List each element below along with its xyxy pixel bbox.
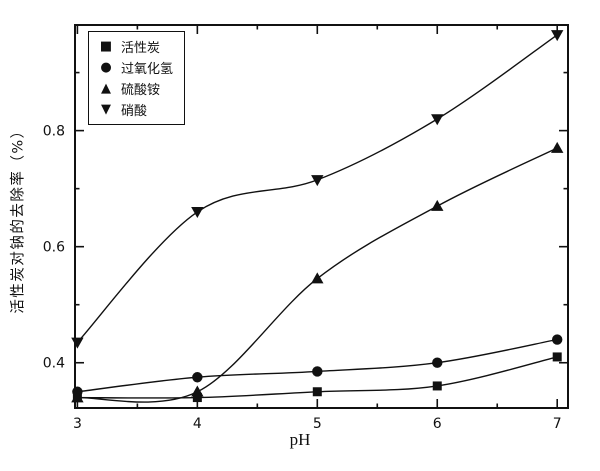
data-point-hydrogen-peroxide	[432, 357, 443, 368]
plot-frame	[74, 24, 569, 409]
data-point-activated-carbon	[192, 393, 202, 403]
data-point-hydrogen-peroxide	[312, 366, 323, 377]
circle-marker-icon: ●	[100, 60, 112, 75]
legend-item-nitric-acid: ▼ 硝酸	[98, 99, 173, 120]
data-point-ammonium-sulfate	[431, 199, 444, 211]
data-point-hydrogen-peroxide	[192, 372, 203, 383]
data-point-nitric-acid	[551, 30, 564, 42]
x-tick-label: 6	[433, 416, 442, 432]
square-marker-icon: ■	[99, 39, 113, 54]
x-tick-label: 7	[553, 416, 562, 432]
data-point-nitric-acid	[431, 114, 444, 126]
triangle-up-marker-icon: ▲	[101, 81, 111, 96]
data-point-hydrogen-peroxide	[552, 334, 563, 345]
legend-item-hydrogen-peroxide: ● 过氧化氢	[98, 57, 173, 78]
data-point-ammonium-sulfate	[311, 272, 324, 284]
y-tick-label: 0.6	[43, 240, 65, 256]
legend-label: 活性炭	[121, 41, 161, 56]
triangle-down-marker-icon: ▼	[101, 102, 111, 117]
legend-label: 硝酸	[121, 104, 148, 119]
x-tick-label: 4	[193, 416, 202, 432]
data-point-activated-carbon	[552, 352, 562, 362]
y-tick-label: 0.8	[43, 124, 65, 140]
x-tick-label: 5	[313, 416, 322, 432]
legend-item-activated-carbon: ■ 活性炭	[98, 36, 173, 57]
legend: ■ 活性炭 ● 过氧化氢 ▲ 硫酸铵 ▼ 硝酸	[88, 31, 186, 125]
y-axis-label: 活性炭对钠的去除率（%）	[10, 122, 27, 314]
legend-label: 硫酸铵	[121, 83, 161, 98]
data-point-activated-carbon	[432, 381, 442, 391]
data-point-activated-carbon	[312, 387, 322, 397]
data-point-ammonium-sulfate	[191, 385, 204, 397]
legend-item-ammonium-sulfate: ▲ 硫酸铵	[98, 78, 173, 99]
legend-label: 过氧化氢	[121, 62, 174, 77]
data-point-nitric-acid	[191, 207, 204, 219]
data-point-nitric-acid	[71, 337, 84, 349]
data-point-ammonium-sulfate	[71, 391, 84, 403]
data-point-nitric-acid	[311, 175, 324, 187]
y-tick-label: 0.4	[43, 356, 65, 372]
data-point-ammonium-sulfate	[551, 141, 564, 153]
x-tick-label: 3	[73, 416, 82, 432]
x-axis-label: pH	[289, 430, 311, 449]
series-curve-hydrogen-peroxide	[77, 338, 558, 393]
